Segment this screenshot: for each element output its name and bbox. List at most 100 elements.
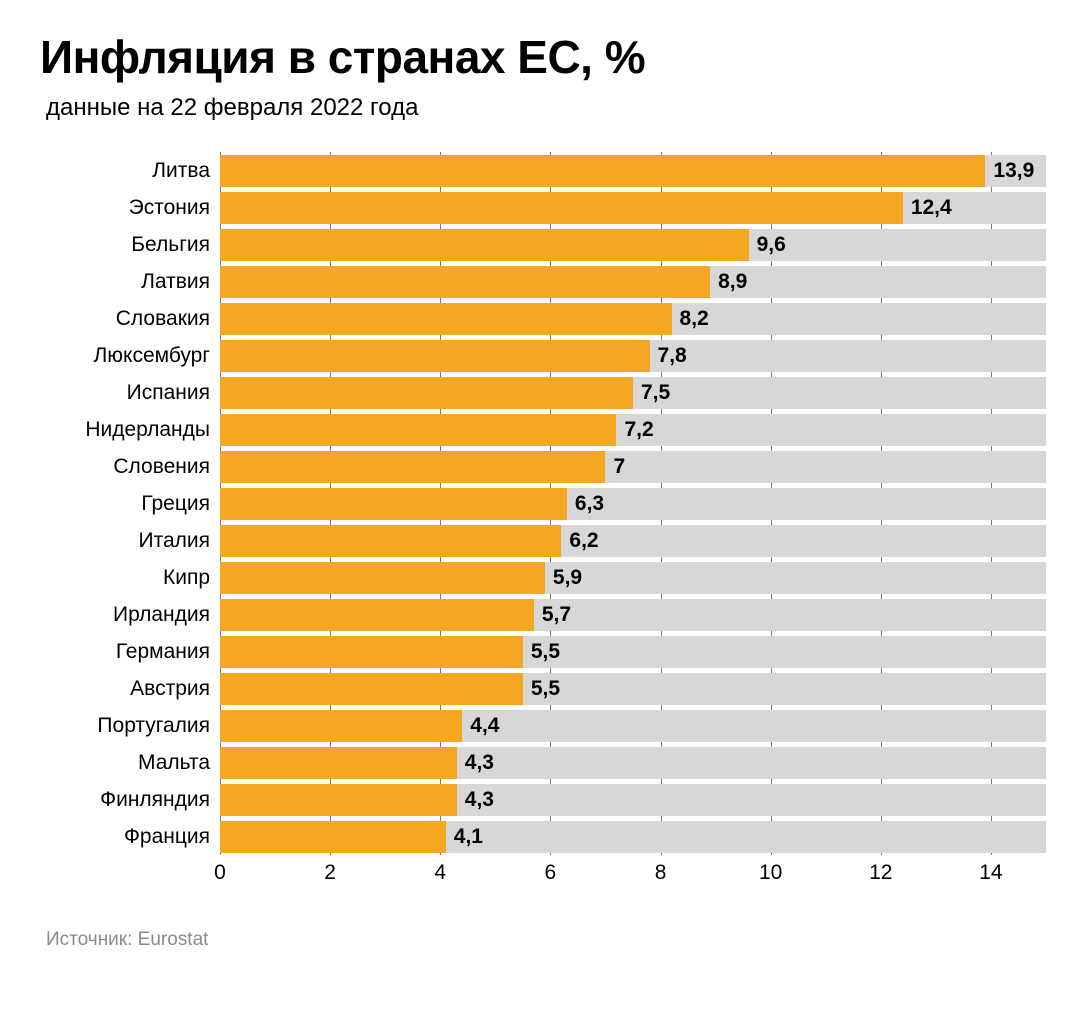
- x-tick-label: 12: [869, 861, 892, 885]
- value-label: 8,9: [710, 270, 747, 294]
- chart-title: Инфляция в странах ЕС, %: [40, 30, 1046, 84]
- bar: [220, 303, 672, 335]
- country-label: Австрия: [40, 670, 220, 707]
- bar-track: 6,2: [220, 525, 1046, 557]
- bar-track: 5,7: [220, 599, 1046, 631]
- x-tick-label: 10: [759, 861, 782, 885]
- bar: [220, 636, 523, 668]
- bar-row: 6,3: [220, 485, 1046, 522]
- bar: [220, 414, 616, 446]
- chart-subtitle: данные на 22 февраля 2022 года: [46, 94, 1046, 122]
- bar-track: 5,5: [220, 636, 1046, 668]
- bar: [220, 155, 985, 187]
- x-tick-label: 6: [545, 861, 557, 885]
- bar-row: 5,9: [220, 559, 1046, 596]
- country-label: Португалия: [40, 707, 220, 744]
- bar-row: 7,8: [220, 337, 1046, 374]
- x-tick-label: 2: [324, 861, 336, 885]
- x-tick-label: 0: [214, 861, 226, 885]
- country-label: Франция: [40, 818, 220, 855]
- country-label: Финляндия: [40, 781, 220, 818]
- value-label: 4,3: [457, 788, 494, 812]
- bar-row: 5,5: [220, 633, 1046, 670]
- bar-track: 7,8: [220, 340, 1046, 372]
- source-text: Источник: Eurostat: [46, 929, 1046, 951]
- country-label: Словакия: [40, 300, 220, 337]
- bar: [220, 784, 457, 816]
- bar: [220, 229, 749, 261]
- bar-track: 4,4: [220, 710, 1046, 742]
- bar-row: 8,9: [220, 263, 1046, 300]
- value-label: 7,5: [633, 381, 670, 405]
- x-tick-label: 8: [655, 861, 667, 885]
- bar-track: 7: [220, 451, 1046, 483]
- value-label: 5,9: [545, 566, 582, 590]
- value-label: 6,2: [561, 529, 598, 553]
- bar-row: 13,9: [220, 152, 1046, 189]
- bar-row: 4,3: [220, 744, 1046, 781]
- value-label: 9,6: [749, 233, 786, 257]
- x-tick-label: 14: [979, 861, 1002, 885]
- bars-layer: 13,9 12,4 9,68,98,2 7,8 7,5 7,2 7 6,3 6,2 5,9 5,7 5…: [220, 152, 1046, 855]
- country-label: Эстония: [40, 189, 220, 226]
- country-label: Литва: [40, 152, 220, 189]
- bar-row: 7,2: [220, 411, 1046, 448]
- country-label: Мальта: [40, 744, 220, 781]
- bar-track: 5,5: [220, 673, 1046, 705]
- bar-row: 12,4: [220, 189, 1046, 226]
- bar: [220, 192, 903, 224]
- value-label: 5,5: [523, 677, 560, 701]
- bar-track: 9,6: [220, 229, 1046, 261]
- bar: [220, 710, 462, 742]
- bar-track: 8,9: [220, 266, 1046, 298]
- bar-row: 6,2: [220, 522, 1046, 559]
- chart-area: ЛитваЭстонияБельгияЛатвияСловакияЛюксемб…: [40, 152, 1046, 855]
- bar-track: 8,2: [220, 303, 1046, 335]
- value-label: 5,5: [523, 640, 560, 664]
- value-label: 7,8: [650, 344, 687, 368]
- value-label: 12,4: [903, 196, 952, 220]
- country-label: Греция: [40, 485, 220, 522]
- bar: [220, 821, 446, 853]
- bar-track: 7,5: [220, 377, 1046, 409]
- value-label: 7: [605, 455, 625, 479]
- bar: [220, 562, 545, 594]
- value-label: 13,9: [985, 159, 1034, 183]
- country-label: Люксембург: [40, 337, 220, 374]
- bar-track: 4,3: [220, 747, 1046, 779]
- bar-row: 5,7: [220, 596, 1046, 633]
- bar: [220, 377, 633, 409]
- bar-row: 7: [220, 448, 1046, 485]
- country-label: Кипр: [40, 559, 220, 596]
- bar: [220, 488, 567, 520]
- country-label: Словения: [40, 448, 220, 485]
- value-label: 5,7: [534, 603, 571, 627]
- country-label: Италия: [40, 522, 220, 559]
- bar-row: 5,5: [220, 670, 1046, 707]
- bar: [220, 673, 523, 705]
- bar-track: 13,9: [220, 155, 1046, 187]
- bar: [220, 266, 710, 298]
- country-label: Латвия: [40, 263, 220, 300]
- x-tick-label: 4: [434, 861, 446, 885]
- bar-track: 4,3: [220, 784, 1046, 816]
- bar: [220, 599, 534, 631]
- bar-track: 5,9: [220, 562, 1046, 594]
- value-label: 8,2: [672, 307, 709, 331]
- country-label: Бельгия: [40, 226, 220, 263]
- x-axis: 0 2 4 6 8 10 12 14: [40, 857, 1046, 889]
- country-label: Ирландия: [40, 596, 220, 633]
- value-label: 4,4: [462, 714, 499, 738]
- value-label: 4,3: [457, 751, 494, 775]
- bar-track: 7,2: [220, 414, 1046, 446]
- bar-row: 4,4: [220, 707, 1046, 744]
- x-axis-ticks: 02468101214: [220, 857, 1046, 889]
- bar-row: 9,6: [220, 226, 1046, 263]
- bar-track: 6,3: [220, 488, 1046, 520]
- bar: [220, 525, 561, 557]
- plot-area: 13,9 12,4 9,68,98,2 7,8 7,5 7,2 7 6,3 6,2 5,9 5,7 5…: [220, 152, 1046, 855]
- country-label: Германия: [40, 633, 220, 670]
- value-label: 7,2: [616, 418, 653, 442]
- bar-row: 8,2: [220, 300, 1046, 337]
- bar: [220, 340, 650, 372]
